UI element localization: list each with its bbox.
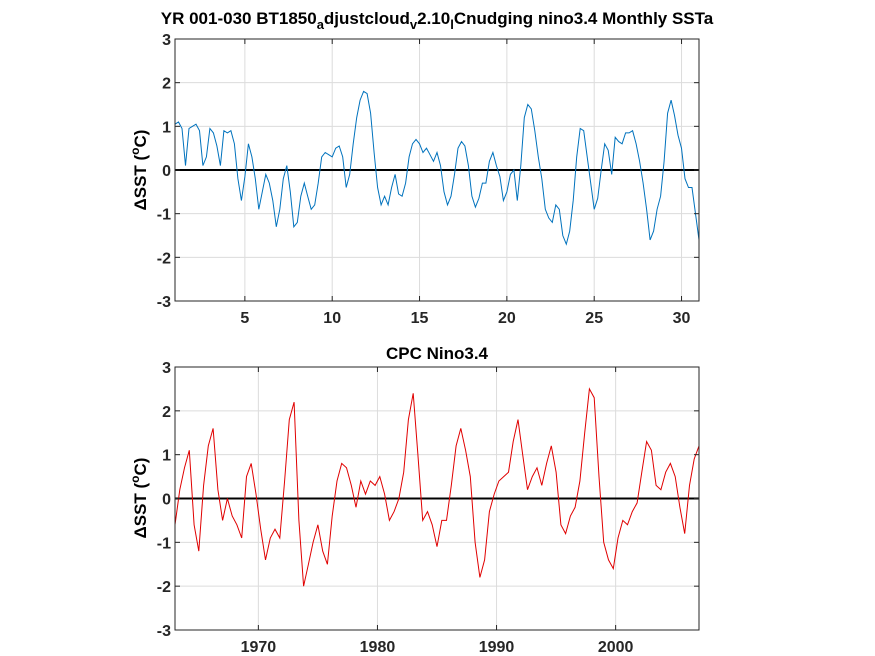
bottom-y-axis-label: ΔSST (oC) xyxy=(128,458,150,539)
title-part: Cnudging nino3.4 Monthly SSTa xyxy=(454,9,714,28)
top-chart-title: YR 001-030 BT1850adjustcloudv2.10lCnudgi… xyxy=(161,9,714,32)
x-tick-label: 10 xyxy=(323,310,341,327)
top-series-line xyxy=(174,90,700,246)
y-label-part: ΔSST ( xyxy=(131,482,150,538)
x-tick-label: 2000 xyxy=(598,639,634,656)
x-tick-label: 1980 xyxy=(360,639,396,656)
y-tick-label: -2 xyxy=(157,250,171,267)
title-part: djustcloud xyxy=(324,9,410,28)
y-label-part: C) xyxy=(131,130,150,148)
x-tick-label: 25 xyxy=(585,310,603,327)
y-tick-label: 1 xyxy=(162,119,171,136)
bottom-x-ticks: 1970 1980 1990 2000 xyxy=(241,367,634,656)
top-y-ticks: -3 -2 -1 0 1 2 3 xyxy=(157,32,699,311)
y-tick-label: 3 xyxy=(162,32,171,49)
x-tick-label: 1970 xyxy=(241,639,277,656)
y-tick-label: 0 xyxy=(162,492,171,509)
y-tick-label: -3 xyxy=(157,294,171,311)
title-part: l xyxy=(450,17,454,32)
bottom-y-ticks: -3 -2 -1 0 1 2 3 xyxy=(157,360,699,640)
x-tick-label: 5 xyxy=(240,310,249,327)
y-tick-label: -3 xyxy=(157,623,171,640)
y-tick-label: 2 xyxy=(162,76,171,93)
x-tick-label: 20 xyxy=(498,310,516,327)
y-tick-label: 3 xyxy=(162,360,171,377)
y-label-part: C) xyxy=(131,458,150,476)
x-tick-label: 30 xyxy=(673,310,691,327)
top-x-ticks: 5 10 15 20 25 30 xyxy=(240,39,691,327)
y-label-sup: o xyxy=(128,147,142,154)
top-y-axis-label: ΔSST (oC) xyxy=(128,130,150,211)
y-label-part: ΔSST ( xyxy=(131,154,150,210)
y-tick-label: 1 xyxy=(162,448,171,465)
title-part: a xyxy=(317,17,325,32)
y-tick-label: -1 xyxy=(157,207,171,224)
y-tick-label: 0 xyxy=(162,163,171,180)
title-part: 2.10 xyxy=(417,9,450,28)
bottom-chart-title: CPC Nino3.4 xyxy=(386,344,489,363)
y-tick-label: -2 xyxy=(157,579,171,596)
y-tick-label: -1 xyxy=(157,535,171,552)
bottom-series-line xyxy=(174,387,700,587)
x-tick-label: 1990 xyxy=(479,639,515,656)
x-tick-label: 15 xyxy=(411,310,429,327)
title-part: YR 001-030 BT1850 xyxy=(161,9,317,28)
title-part: v xyxy=(410,17,418,32)
bottom-panel: CPC Nino3.4 1970 1980 1990 2000 -3-2-10123 … xyxy=(128,344,700,656)
top-panel: YR 001-030 BT1850adjustcloudv2.10lCnudgi… xyxy=(128,9,714,327)
y-label-sup: o xyxy=(128,475,142,482)
y-tick-label: 2 xyxy=(162,404,171,421)
